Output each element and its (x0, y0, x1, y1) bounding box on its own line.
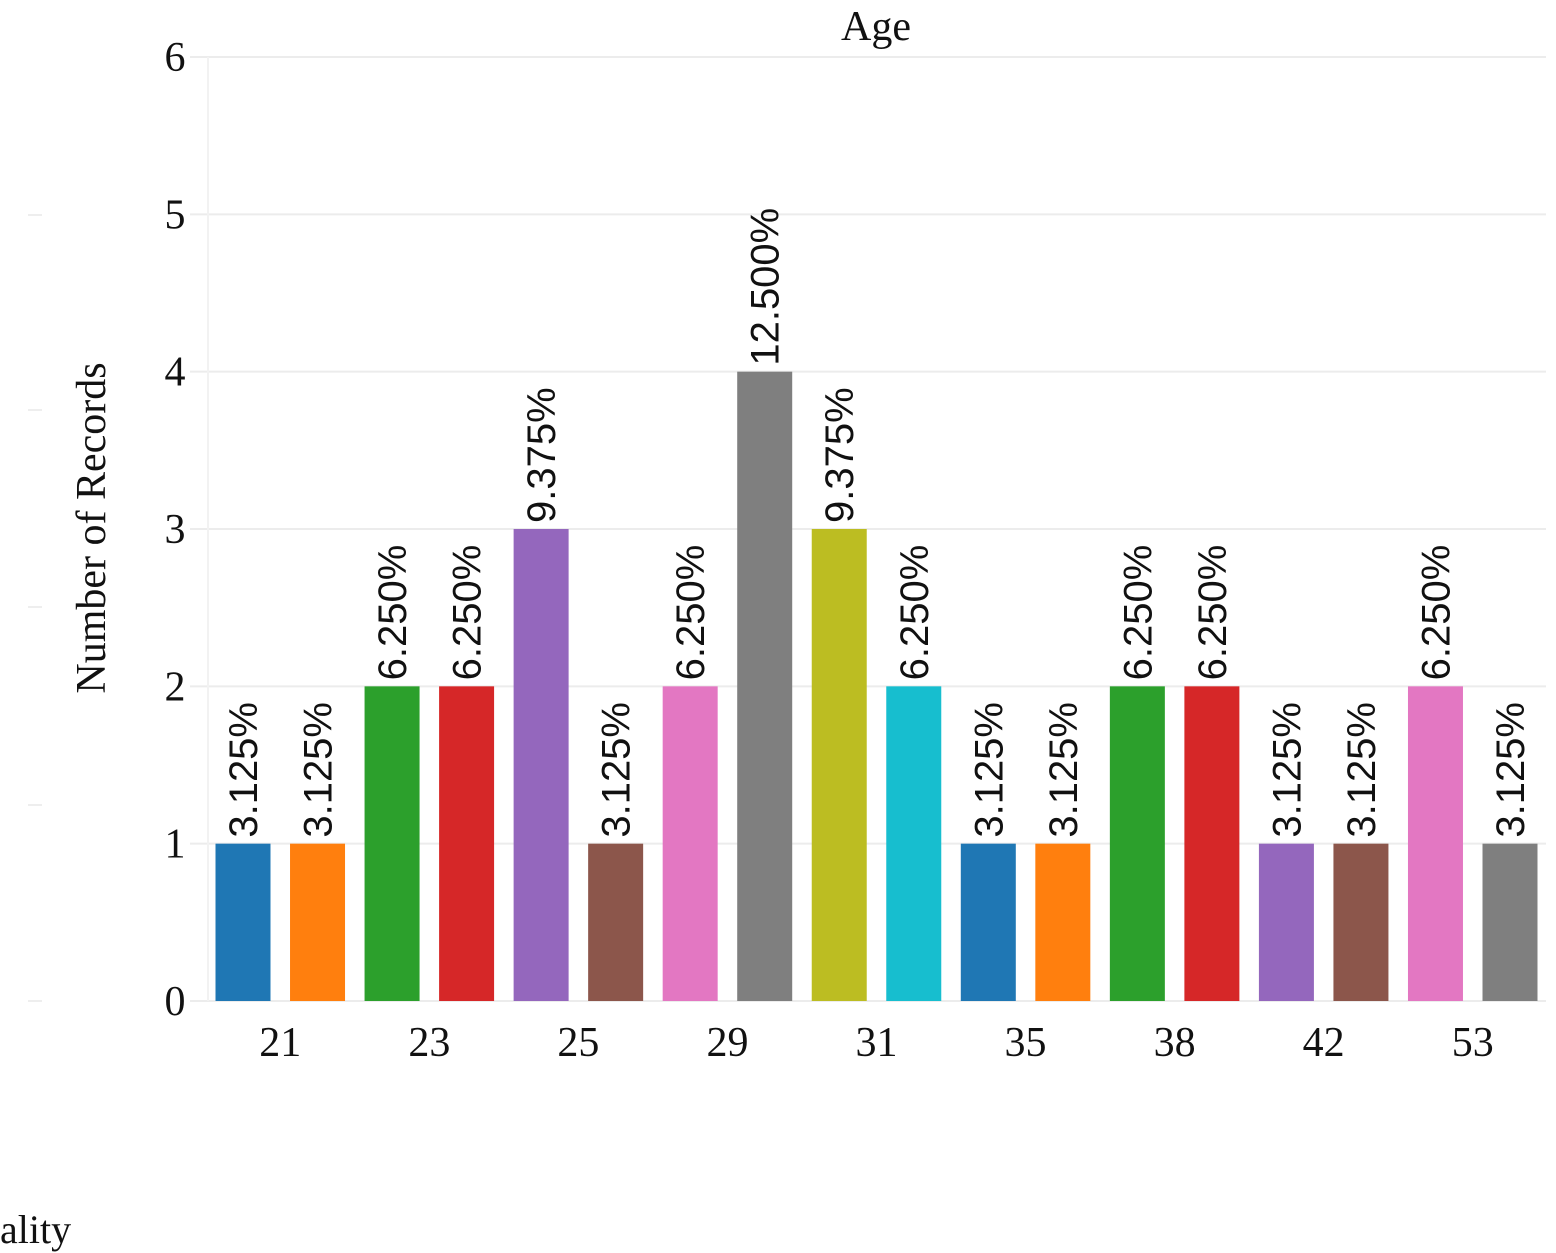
y-tick-labels: 0 1 2 3 4 5 6 (165, 35, 186, 1025)
bar-23 (439, 686, 495, 1001)
x-tick-label: 31 (856, 1020, 898, 1066)
bar-36 (1109, 686, 1165, 1001)
data-label: 9.375% (520, 387, 564, 523)
bar-38 (1184, 686, 1240, 1001)
x-tick-label: 25 (557, 1020, 599, 1066)
data-label: 3.125% (222, 702, 266, 838)
data-label: 3.125% (1265, 702, 1309, 838)
y-tick-label: 6 (165, 35, 186, 81)
data-label: 3.125% (595, 702, 639, 838)
data-label: 6.250% (446, 545, 490, 681)
data-label: 3.125% (1489, 702, 1533, 838)
y-axis-label: Number of Records (69, 362, 115, 693)
bar-34 (960, 843, 1016, 1001)
x-tick-label: 53 (1452, 1020, 1494, 1066)
y-tick-label: 4 (165, 350, 186, 396)
data-label: 12.500% (744, 208, 788, 366)
x-tick-label: 35 (1005, 1020, 1047, 1066)
bar-42 (1333, 843, 1389, 1001)
x-tick-label: 42 (1303, 1020, 1345, 1066)
bar-35 (1035, 843, 1091, 1001)
bar-28 (662, 686, 718, 1001)
chart-title: Age (841, 4, 911, 50)
bar-24 (513, 529, 569, 1001)
bar-30 (811, 529, 867, 1001)
bar-29 (737, 371, 793, 1002)
data-label: 3.125% (297, 702, 341, 838)
bar-40 (1258, 843, 1314, 1001)
y-tick-label: 1 (165, 822, 186, 868)
x-tick-label: 29 (706, 1020, 748, 1066)
data-label: 9.375% (818, 387, 862, 523)
footer-caption: ality (0, 1207, 72, 1252)
x-tick-labels: 21 23 25 29 31 35 38 42 53 (259, 1020, 1493, 1066)
y-tick-label: 0 (165, 979, 186, 1025)
data-label: 6.250% (371, 545, 415, 681)
bar-25 (588, 843, 644, 1001)
data-label: 6.250% (1191, 545, 1235, 681)
bar-45 (1407, 686, 1463, 1001)
bar-21 (290, 843, 346, 1001)
y-tick-label: 3 (165, 507, 186, 553)
data-label: 6.250% (1414, 545, 1458, 681)
data-label: 3.125% (967, 702, 1011, 838)
bars (215, 371, 1538, 1002)
data-label: 3.125% (1340, 702, 1384, 838)
data-label: 6.250% (893, 545, 937, 681)
bar-20 (215, 843, 271, 1001)
x-tick-label: 23 (408, 1020, 450, 1066)
data-labels: 3.125% 3.125% 6.250% 6.250% 9.375% 3.125% 6.25… (222, 208, 1533, 838)
y-tick-label: 5 (165, 192, 186, 238)
data-label: 6.250% (1116, 545, 1160, 681)
bar-22 (364, 686, 420, 1001)
x-tick-label: 38 (1154, 1020, 1196, 1066)
data-label: 6.250% (669, 545, 713, 681)
bar-53 (1482, 843, 1538, 1001)
y-tick-label: 2 (165, 664, 186, 710)
x-tick-label: 21 (259, 1020, 301, 1066)
data-label: 3.125% (1042, 702, 1086, 838)
bar-31 (886, 686, 942, 1001)
